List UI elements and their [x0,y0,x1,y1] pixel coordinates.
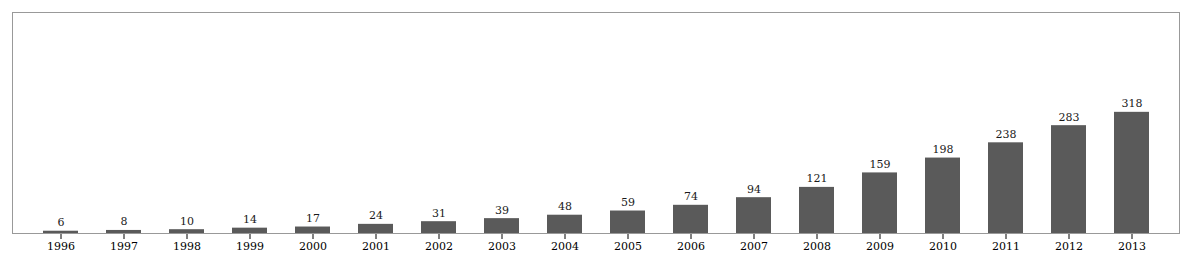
svg-text:2013: 2013 [1118,240,1146,253]
svg-text:2009: 2009 [866,240,894,253]
svg-text:94: 94 [747,183,761,196]
svg-text:8: 8 [121,215,128,228]
svg-text:1996: 1996 [47,240,75,253]
svg-text:159: 159 [870,158,891,171]
svg-text:1999: 1999 [236,240,264,253]
svg-text:74: 74 [684,190,698,203]
svg-text:2004: 2004 [551,240,579,253]
svg-text:2010: 2010 [929,240,957,253]
svg-text:2008: 2008 [803,240,831,253]
svg-text:2003: 2003 [488,240,516,253]
svg-text:2011: 2011 [992,240,1020,253]
svg-text:2006: 2006 [677,240,705,253]
svg-text:2001: 2001 [362,240,390,253]
svg-text:2007: 2007 [740,240,768,253]
svg-text:39: 39 [495,204,509,217]
svg-text:2000: 2000 [299,240,327,253]
svg-text:283: 283 [1059,111,1080,124]
svg-text:14: 14 [243,213,257,226]
svg-text:2005: 2005 [614,240,642,253]
svg-text:198: 198 [933,143,954,156]
svg-text:6: 6 [58,216,65,229]
svg-text:2012: 2012 [1055,240,1083,253]
svg-text:1998: 1998 [173,240,201,253]
svg-text:1997: 1997 [110,240,138,253]
svg-text:318: 318 [1122,97,1143,110]
svg-text:24: 24 [369,209,383,222]
svg-text:31: 31 [432,207,446,220]
svg-text:48: 48 [558,200,572,213]
svg-text:17: 17 [306,212,320,225]
svg-text:59: 59 [621,196,635,209]
svg-text:2002: 2002 [425,240,453,253]
svg-text:121: 121 [807,172,828,185]
svg-text:10: 10 [180,215,194,228]
svg-text:238: 238 [996,128,1017,141]
